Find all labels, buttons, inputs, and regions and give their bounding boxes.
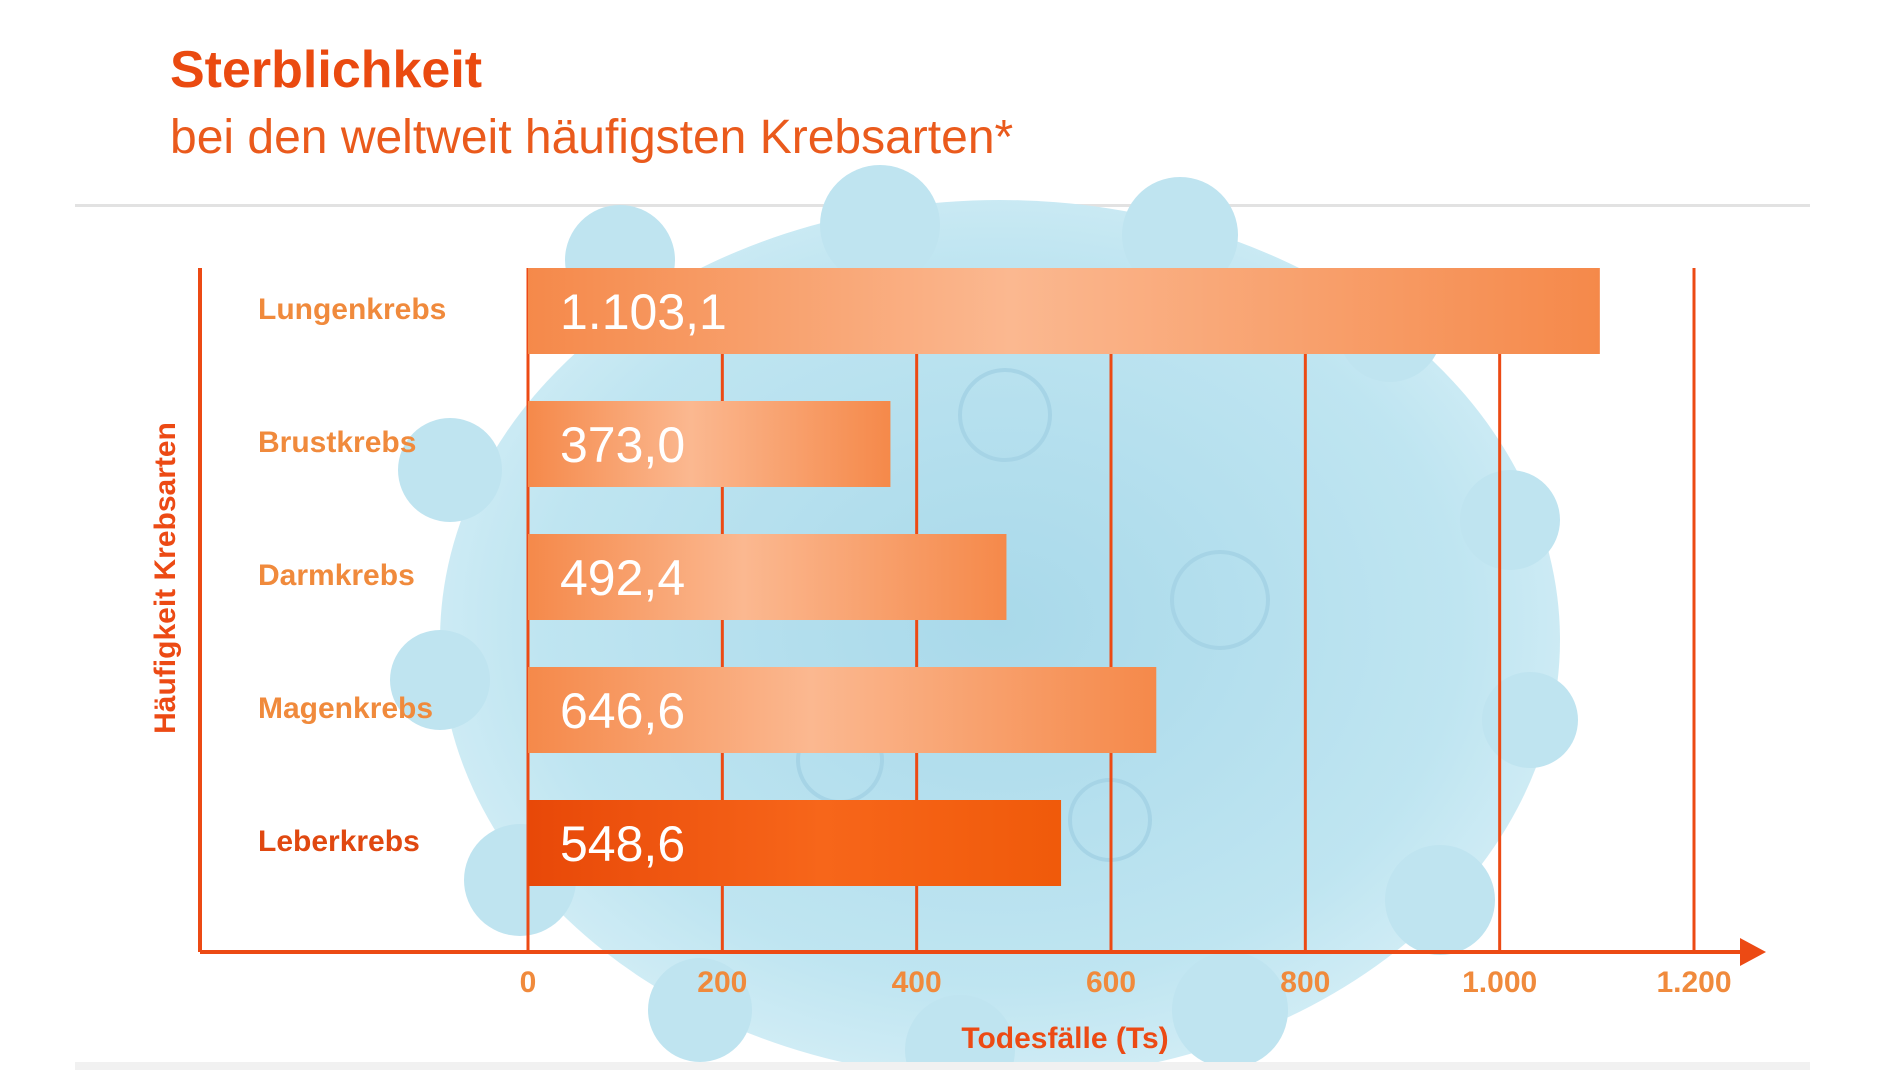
category-label: Darmkrebs bbox=[258, 559, 415, 592]
bar-value-label: 646,6 bbox=[560, 683, 685, 739]
x-tick-label: 400 bbox=[892, 966, 942, 999]
x-axis-arrow-icon bbox=[1740, 938, 1766, 966]
bar-brustkrebs bbox=[528, 401, 891, 487]
chart-subtitle: bei den weltweit häufigsten Krebsarten* bbox=[170, 111, 1014, 164]
x-tick-label: 600 bbox=[1086, 966, 1136, 999]
category-label: Magenkrebs bbox=[258, 692, 433, 725]
y-axis-label: Häufigkeit Krebsarten bbox=[149, 422, 182, 734]
x-tick-label: 1.000 bbox=[1462, 966, 1537, 999]
x-tick-label: 200 bbox=[697, 966, 747, 999]
bar-lungenkrebs bbox=[528, 268, 1600, 354]
bar-darmkrebs bbox=[528, 534, 1007, 620]
bar-value-label: 1.103,1 bbox=[560, 284, 727, 340]
category-label: Brustkrebs bbox=[258, 426, 416, 459]
bar-value-label: 373,0 bbox=[560, 417, 685, 473]
x-tick-label: 1.200 bbox=[1656, 966, 1731, 999]
x-tick-label: 0 bbox=[520, 966, 537, 999]
bar-value-label: 492,4 bbox=[560, 550, 685, 606]
category-label: Leberkrebs bbox=[258, 825, 420, 858]
x-axis-label: Todesfälle (Ts) bbox=[961, 1022, 1168, 1055]
category-label: Lungenkrebs bbox=[258, 293, 446, 326]
chart-title: Sterblichkeit bbox=[170, 41, 483, 99]
footer-divider bbox=[75, 1062, 1810, 1070]
bar-leberkrebs bbox=[528, 800, 1062, 886]
bar-value-label: 548,6 bbox=[560, 816, 685, 872]
bar-magenkrebs bbox=[528, 667, 1157, 753]
x-tick-label: 800 bbox=[1280, 966, 1330, 999]
